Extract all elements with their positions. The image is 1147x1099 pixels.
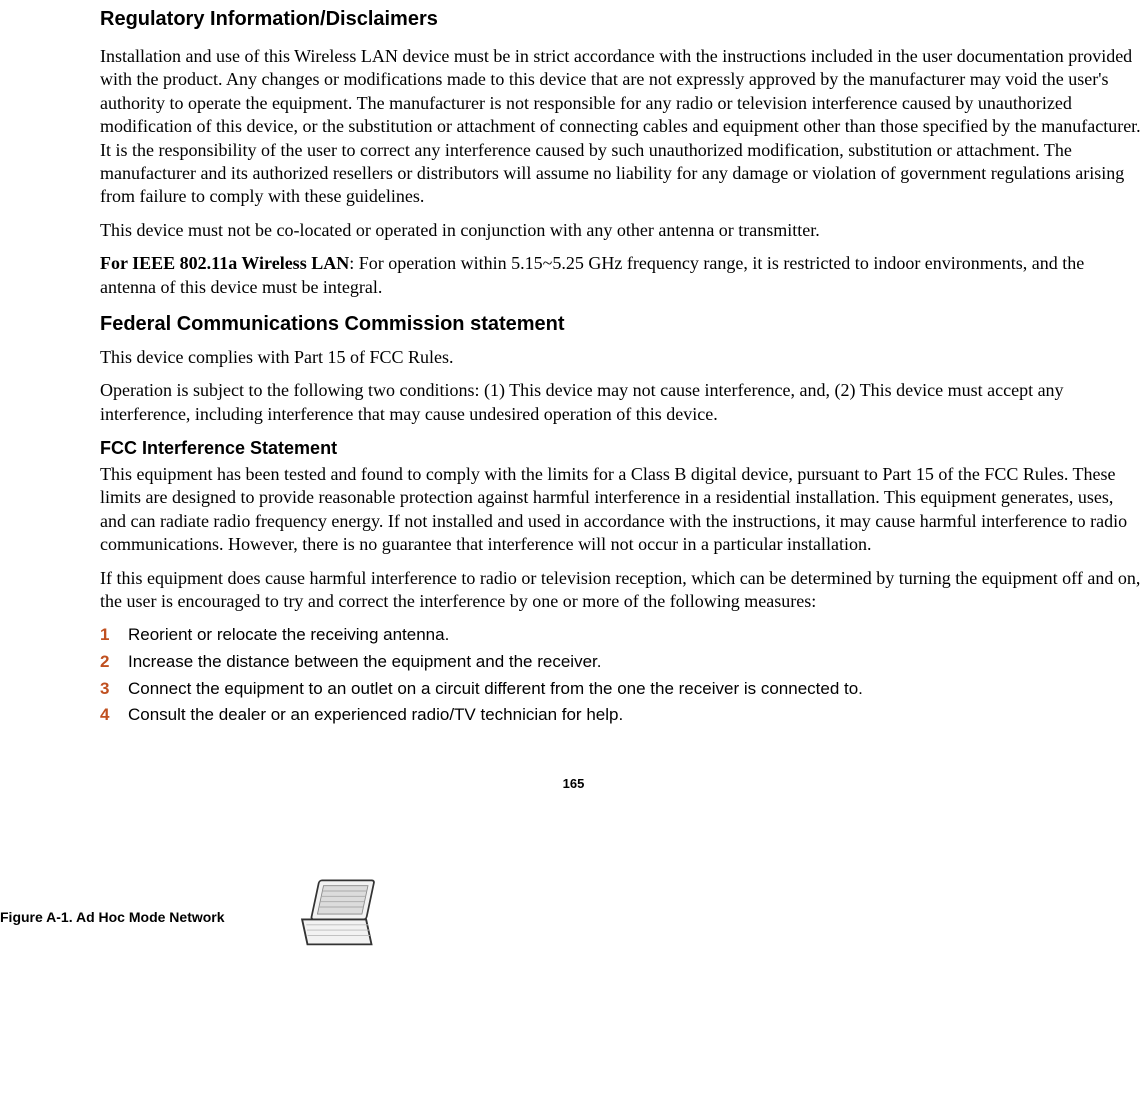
para-colocate: This device must not be co-located or op… <box>100 219 1141 242</box>
para-install: Installation and use of this Wireless LA… <box>100 45 1141 209</box>
para-80211a-bold: For IEEE 802.11a Wireless LAN <box>100 253 349 273</box>
step-text: Reorient or relocate the receiving anten… <box>128 625 449 644</box>
para-classb: This equipment has been tested and found… <box>100 463 1141 557</box>
document-page: Regulatory Information/Disclaimers Insta… <box>0 0 1147 960</box>
step-number: 3 <box>100 677 109 702</box>
step-number: 2 <box>100 650 109 675</box>
step-item: 2 Increase the distance between the equip… <box>100 650 1141 675</box>
page-number: 165 <box>0 776 1147 791</box>
step-item: 3 Connect the equipment to an outlet on a… <box>100 677 1141 702</box>
step-text: Connect the equipment to an outlet on a … <box>128 679 863 698</box>
para-conditions: Operation is subject to the following tw… <box>100 379 1141 426</box>
steps-list: 1 Reorient or relocate the receiving ante… <box>100 623 1141 728</box>
step-text: Consult the dealer or an experienced rad… <box>128 705 623 724</box>
step-item: 1 Reorient or relocate the receiving ante… <box>100 623 1141 648</box>
figure-caption: Figure A-1. Ad Hoc Mode Network <box>0 909 225 925</box>
step-number: 1 <box>100 623 109 648</box>
heading-fcc-interference: FCC Interference Statement <box>100 438 1141 459</box>
para-part15: This device complies with Part 15 of FCC… <box>100 346 1141 369</box>
heading-regulatory: Regulatory Information/Disclaimers <box>100 8 1141 31</box>
heading-fcc: Federal Communications Commission statem… <box>100 313 1141 336</box>
step-number: 4 <box>100 703 109 728</box>
laptop-icon <box>285 875 395 960</box>
content-block: Regulatory Information/Disclaimers Insta… <box>100 8 1141 728</box>
step-item: 4 Consult the dealer or an experienced ra… <box>100 703 1141 728</box>
step-text: Increase the distance between the equipm… <box>128 652 601 671</box>
para-80211a: For IEEE 802.11a Wireless LAN: For opera… <box>100 252 1141 299</box>
figure-row: Figure A-1. Ad Hoc Mode Network <box>0 875 1147 960</box>
para-measures: If this equipment does cause harmful int… <box>100 567 1141 614</box>
